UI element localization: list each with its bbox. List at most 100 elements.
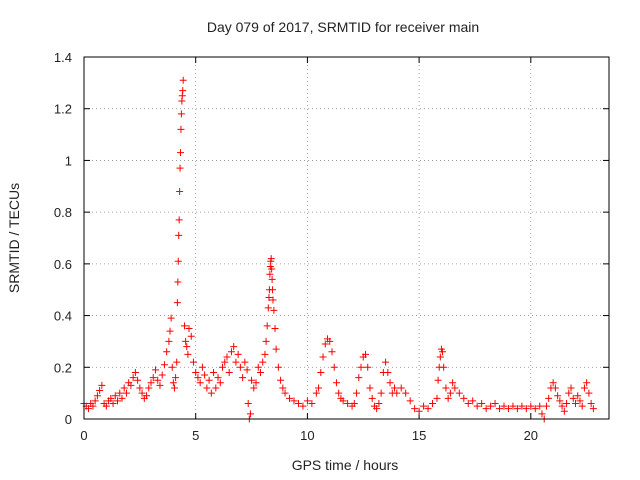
data-point xyxy=(131,368,139,376)
data-point xyxy=(382,358,390,366)
data-point xyxy=(350,399,358,407)
data-point xyxy=(214,374,222,382)
data-point xyxy=(294,399,302,407)
data-point xyxy=(149,374,157,382)
data-point xyxy=(250,384,258,392)
data-point xyxy=(402,389,410,397)
data-point xyxy=(355,374,363,382)
data-point xyxy=(151,366,159,374)
data-point xyxy=(444,394,452,402)
data-point xyxy=(201,371,209,379)
data-point xyxy=(569,394,577,402)
data-point xyxy=(143,392,151,400)
data-point xyxy=(312,389,320,397)
data-point xyxy=(328,348,336,356)
data-point xyxy=(451,384,459,392)
data-point xyxy=(315,384,323,392)
data-point xyxy=(102,402,110,410)
data-point xyxy=(174,278,182,286)
data-point xyxy=(239,374,247,382)
data-point xyxy=(175,216,183,224)
data-point xyxy=(308,399,316,407)
data-point xyxy=(536,402,544,410)
data-point xyxy=(268,265,276,273)
data-point xyxy=(391,384,399,392)
data-point xyxy=(156,381,164,389)
data-point xyxy=(393,389,401,397)
data-point xyxy=(469,397,477,405)
data-point xyxy=(170,384,178,392)
y-tick-label: 0.6 xyxy=(54,257,72,272)
data-point xyxy=(373,405,381,413)
data-point xyxy=(84,405,92,413)
data-point xyxy=(138,389,146,397)
data-point xyxy=(364,363,372,371)
data-point xyxy=(549,379,557,387)
data-point xyxy=(384,368,392,376)
data-point xyxy=(181,322,189,330)
data-point xyxy=(198,363,206,371)
data-point xyxy=(281,389,289,397)
data-point xyxy=(205,376,213,384)
y-tick-label: 1 xyxy=(65,153,72,168)
data-point xyxy=(154,376,162,384)
data-point xyxy=(163,348,171,356)
data-point xyxy=(274,363,282,371)
data-point xyxy=(243,366,251,374)
data-point xyxy=(114,397,122,405)
data-point xyxy=(184,350,192,358)
data-point xyxy=(531,405,539,413)
data-point xyxy=(116,389,124,397)
data-point xyxy=(558,402,566,410)
data-point xyxy=(269,286,277,294)
data-point xyxy=(368,394,376,402)
data-point xyxy=(439,348,447,356)
data-points xyxy=(80,76,597,423)
y-tick-label: 0.2 xyxy=(54,360,72,375)
data-point xyxy=(261,350,269,358)
data-point xyxy=(166,327,174,335)
data-point xyxy=(446,389,454,397)
data-point xyxy=(513,405,521,413)
data-point xyxy=(556,397,564,405)
data-point xyxy=(120,384,128,392)
data-point xyxy=(111,392,119,400)
data-point xyxy=(353,389,361,397)
data-point xyxy=(567,384,575,392)
data-point xyxy=(504,405,512,413)
data-point xyxy=(411,405,419,413)
data-point xyxy=(271,325,279,332)
data-point xyxy=(330,363,338,371)
data-point xyxy=(576,397,584,405)
data-point xyxy=(189,358,197,366)
data-point xyxy=(269,296,277,304)
data-point xyxy=(230,343,238,351)
data-point xyxy=(509,402,517,410)
data-point xyxy=(482,405,490,413)
data-point xyxy=(169,379,177,387)
y-tick-label: 1.2 xyxy=(54,102,72,117)
data-point xyxy=(397,384,405,392)
data-point xyxy=(420,402,428,410)
data-point xyxy=(473,402,481,410)
data-point xyxy=(583,379,591,387)
data-point xyxy=(326,337,334,345)
data-point xyxy=(377,389,385,397)
y-tick-label: 0.8 xyxy=(54,205,72,220)
data-point xyxy=(574,392,582,400)
data-point xyxy=(196,379,204,387)
data-point xyxy=(89,402,97,410)
data-point xyxy=(160,361,168,369)
data-point xyxy=(194,374,202,382)
data-point xyxy=(134,376,142,384)
data-point xyxy=(538,410,546,418)
data-point xyxy=(321,340,329,348)
data-point xyxy=(234,350,242,358)
data-point xyxy=(254,363,262,371)
data-point xyxy=(317,368,325,376)
data-point xyxy=(415,407,423,415)
data-point xyxy=(252,379,260,387)
data-point xyxy=(263,322,271,330)
data-point xyxy=(268,275,276,283)
data-point xyxy=(172,374,180,382)
